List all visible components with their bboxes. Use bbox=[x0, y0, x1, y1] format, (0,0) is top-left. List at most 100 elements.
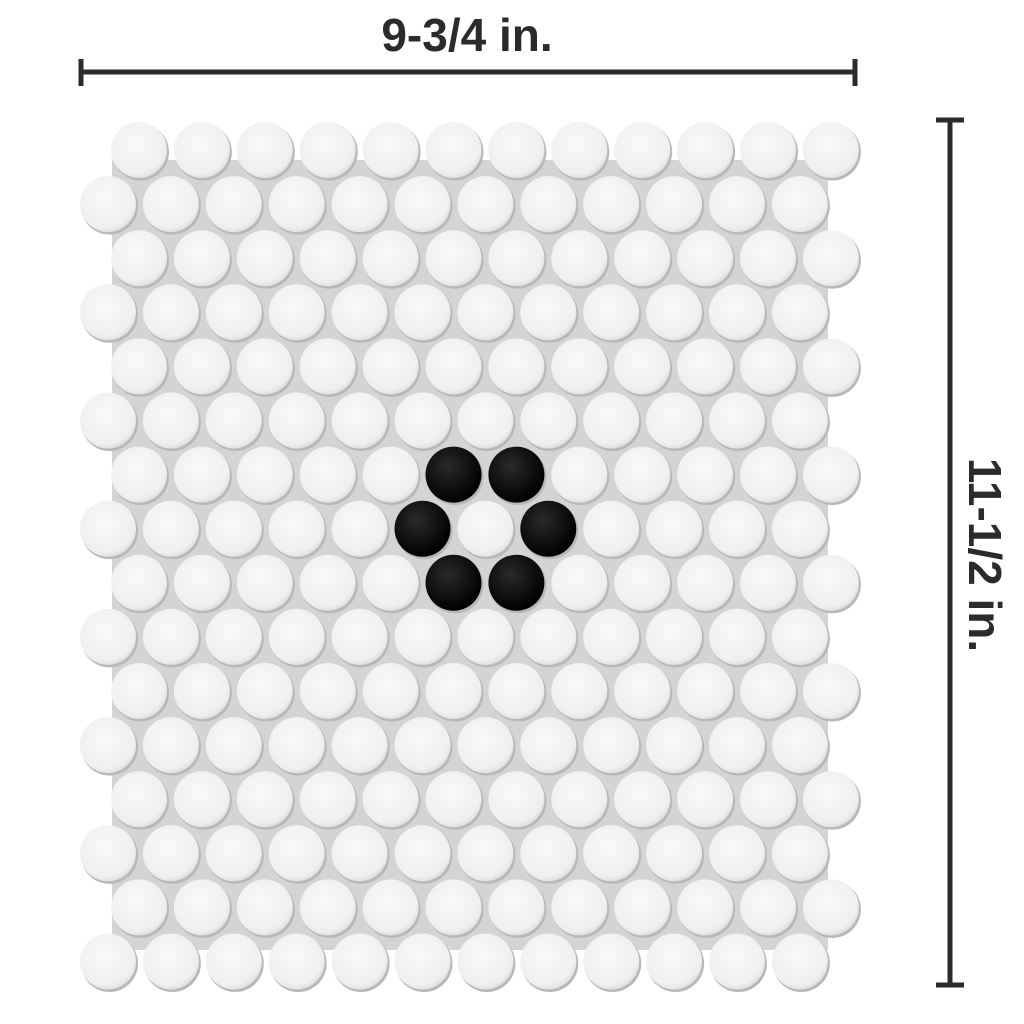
white-tile bbox=[802, 230, 859, 287]
white-tile bbox=[425, 663, 482, 719]
black-tile bbox=[488, 446, 545, 503]
white-tile bbox=[111, 771, 167, 828]
white-tile bbox=[583, 500, 640, 557]
height-label: 11-1/2 in. bbox=[959, 457, 1011, 653]
white-tile bbox=[142, 176, 199, 233]
white-tile bbox=[236, 446, 293, 503]
white-tile bbox=[614, 771, 671, 828]
white-tile bbox=[677, 663, 734, 719]
white-tile bbox=[677, 879, 734, 936]
white-tile bbox=[677, 230, 734, 287]
white-tile bbox=[614, 338, 671, 395]
white-tile bbox=[331, 500, 388, 557]
white-tile bbox=[80, 176, 136, 233]
white-tile bbox=[457, 933, 514, 990]
white-tile bbox=[331, 284, 388, 341]
white-tile bbox=[236, 338, 293, 395]
white-tile bbox=[614, 446, 671, 503]
white-tile bbox=[709, 500, 765, 557]
white-tile bbox=[709, 933, 765, 990]
black-tile bbox=[425, 446, 482, 503]
white-tile bbox=[173, 338, 230, 395]
white-tile bbox=[802, 338, 859, 395]
white-tile bbox=[362, 771, 419, 828]
white-tile bbox=[331, 608, 388, 665]
white-tile bbox=[236, 879, 293, 936]
white-tile bbox=[111, 879, 167, 936]
white-tile bbox=[362, 554, 419, 611]
white-tile bbox=[142, 500, 199, 557]
white-tile bbox=[173, 879, 230, 936]
white-tile bbox=[709, 176, 765, 233]
white-tile bbox=[488, 663, 545, 719]
white-tile bbox=[205, 933, 262, 990]
white-tile bbox=[362, 446, 419, 503]
white-tile bbox=[80, 284, 136, 341]
white-tile bbox=[709, 392, 765, 449]
white-tile bbox=[236, 122, 293, 178]
white-tile bbox=[331, 717, 388, 774]
white-tile bbox=[80, 392, 136, 449]
white-tile bbox=[142, 825, 199, 882]
white-tile bbox=[173, 771, 230, 828]
white-tile bbox=[583, 717, 640, 774]
white-tile bbox=[677, 338, 734, 395]
white-tile bbox=[740, 122, 796, 178]
white-tile bbox=[614, 879, 671, 936]
white-tile bbox=[362, 879, 419, 936]
white-tile bbox=[488, 879, 545, 936]
white-tile bbox=[80, 825, 136, 882]
white-tile bbox=[236, 771, 293, 828]
white-tile bbox=[268, 608, 325, 665]
width-dimension-line bbox=[78, 59, 858, 86]
white-tile bbox=[142, 392, 199, 449]
black-tile bbox=[488, 554, 545, 611]
black-tile bbox=[425, 554, 482, 611]
white-tile bbox=[740, 338, 796, 395]
white-tile bbox=[520, 933, 577, 990]
white-tile bbox=[111, 230, 167, 287]
white-tile bbox=[111, 663, 167, 719]
white-tile bbox=[236, 230, 293, 287]
white-tile bbox=[425, 879, 482, 936]
white-tile bbox=[205, 392, 262, 449]
white-tile bbox=[173, 122, 230, 178]
white-tile bbox=[677, 122, 734, 178]
white-tile bbox=[362, 663, 419, 719]
white-tile bbox=[173, 446, 230, 503]
white-tile bbox=[677, 446, 734, 503]
penny-tiles bbox=[80, 122, 861, 992]
white-tile bbox=[740, 230, 796, 287]
white-tile bbox=[614, 554, 671, 611]
white-tile bbox=[771, 825, 828, 882]
white-tile bbox=[488, 771, 545, 828]
white-tile bbox=[583, 933, 640, 990]
white-tile bbox=[583, 284, 640, 341]
white-tile bbox=[142, 608, 199, 665]
white-tile bbox=[331, 176, 388, 233]
white-tile bbox=[173, 554, 230, 611]
white-tile bbox=[771, 717, 828, 774]
white-tile bbox=[709, 284, 765, 341]
white-tile bbox=[205, 500, 262, 557]
white-tile bbox=[457, 608, 514, 665]
white-tile bbox=[646, 392, 703, 449]
white-tile bbox=[111, 446, 167, 503]
white-tile bbox=[646, 933, 703, 990]
white-tile bbox=[268, 500, 325, 557]
white-tile bbox=[236, 554, 293, 611]
white-tile bbox=[394, 392, 451, 449]
white-tile bbox=[268, 284, 325, 341]
white-tile bbox=[520, 825, 577, 882]
white-tile bbox=[520, 608, 577, 665]
white-tile bbox=[142, 717, 199, 774]
white-tile bbox=[299, 338, 356, 395]
white-tile bbox=[551, 879, 608, 936]
white-tile bbox=[740, 446, 796, 503]
white-tile bbox=[173, 230, 230, 287]
white-tile bbox=[646, 608, 703, 665]
white-tile bbox=[677, 554, 734, 611]
white-tile bbox=[551, 230, 608, 287]
white-tile bbox=[394, 717, 451, 774]
white-tile bbox=[425, 771, 482, 828]
